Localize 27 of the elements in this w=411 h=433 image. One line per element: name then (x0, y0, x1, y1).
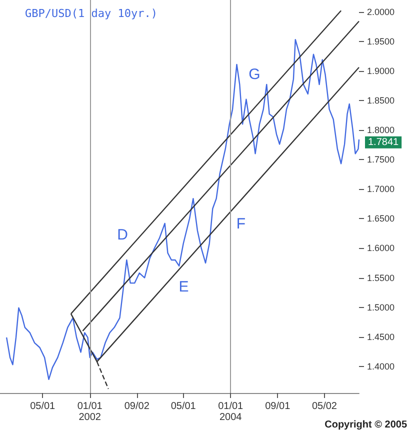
y-tick-label: 1.7500 (367, 154, 395, 165)
y-tick-label: 1.6500 (367, 214, 395, 224)
annotation: D (117, 226, 128, 244)
y-tick-label: 2.0000 (367, 6, 395, 17)
y-tick-label: 1.4000 (367, 361, 395, 372)
x-tick-label: 09/01 (265, 401, 291, 412)
y-tick-label: 1.5500 (367, 272, 395, 283)
y-tick-label: 1.6000 (367, 243, 395, 254)
x-tick-label: 01/01 2004 (218, 401, 244, 423)
text: Copyright © 2005 (324, 420, 408, 430)
y-tick-label: 1.8500 (367, 95, 395, 106)
annotation: E (178, 278, 189, 296)
annotation: F (236, 216, 246, 232)
y-tick-label: 1.8000 (367, 125, 395, 136)
text: GBP/USD(1 day 10yr.) (25, 7, 158, 20)
x-tick-label: 01/01 2002 (77, 401, 103, 423)
y-tick-label: 1.5000 (367, 302, 395, 312)
x-tick-label: 05/01 (170, 401, 196, 412)
x-tick-label: 09/02 (124, 401, 150, 412)
y-tick-label: 1.9000 (367, 66, 395, 76)
annotation: G (248, 66, 260, 84)
y-tick-label: 1.9500 (367, 36, 395, 46)
y-tick-label: 1.7000 (367, 184, 395, 194)
annotation: 1.7841 (368, 136, 400, 148)
x-tick-label: 05/01 (30, 401, 56, 412)
x-tick-label: 05/02 (312, 401, 338, 412)
y-tick-label: 1.4500 (367, 332, 395, 342)
